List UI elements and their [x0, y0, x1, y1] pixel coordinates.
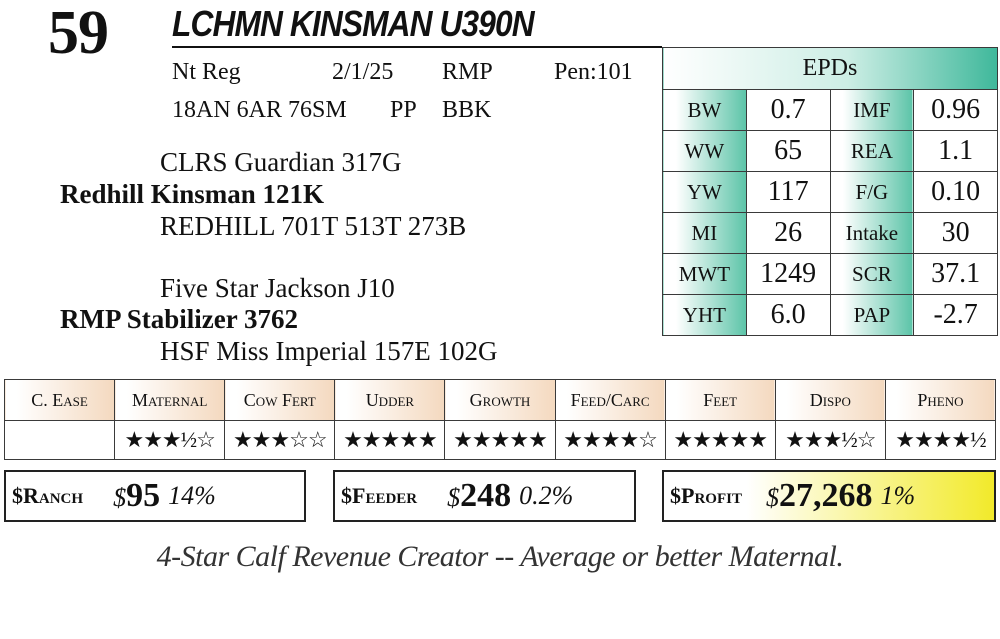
epd-row: WW 65 REA 1.1	[662, 130, 998, 172]
epd-label: WW	[662, 130, 747, 172]
epd-label: Intake	[829, 212, 915, 254]
trait-header: Udder	[334, 379, 446, 421]
epd-label: F/G	[829, 171, 915, 213]
ranch-label: $Ranch	[12, 483, 84, 508]
sire-dam: REDHILL 701T 513T 273B	[160, 211, 467, 241]
polled-status: PP	[390, 97, 417, 123]
birth-date: 2/1/25	[332, 59, 394, 85]
epd-row: MWT 1249 SCR 37.1	[662, 253, 998, 295]
profit-percentile: 1%	[880, 481, 916, 510]
color-code: BBK	[442, 97, 492, 123]
trait-header: Pheno	[884, 379, 997, 421]
trait-header: Feet	[664, 379, 776, 421]
epd-row: YW 117 F/G 0.10	[662, 171, 998, 213]
epd-table: EPDs BW 0.7 IMF 0.96 WW 65 REA 1.1 YW 11…	[662, 47, 998, 336]
star-rating: ★★★★★	[334, 420, 446, 460]
epd-label: YHT	[662, 294, 747, 336]
trait-header: Dispo	[774, 379, 886, 421]
epd-row: BW 0.7 IMF 0.96	[662, 89, 998, 131]
star-rating: ★★★★★	[664, 420, 776, 460]
epd-label: REA	[829, 130, 915, 172]
epd-label: YW	[662, 171, 747, 213]
epd-value: 6.0	[745, 294, 831, 336]
epd-value: 30	[913, 212, 998, 254]
epd-value: 37.1	[913, 253, 998, 295]
profit-label: $Profit	[670, 483, 742, 508]
tagline: 4-Star Calf Revenue Creator -- Average o…	[156, 540, 844, 573]
dam-dam: HSF Miss Imperial 157E 102G	[160, 336, 498, 366]
ranch-percentile: 14%	[168, 481, 216, 510]
breed-composition: 18AN 6AR 76SM	[172, 97, 347, 123]
star-rating: ★★★★½	[884, 420, 997, 460]
epd-row: YHT 6.0 PAP -2.7	[662, 294, 998, 336]
epd-row: MI 26 Intake 30	[662, 212, 998, 254]
epd-value: 0.10	[913, 171, 998, 213]
epd-value: 1.1	[913, 130, 998, 172]
trait-ratings-table: C. Ease Maternal Cow Fert Udder Growth F…	[3, 379, 997, 460]
epd-label: SCR	[829, 253, 915, 295]
epd-label: MWT	[662, 253, 747, 295]
star-rating: ★★★½☆	[774, 420, 886, 460]
epd-value: 65	[745, 130, 831, 172]
lot-number: 59	[48, 0, 109, 67]
epd-label: BW	[662, 89, 747, 131]
registration-status: Nt Reg	[172, 59, 241, 85]
feeder-amount: $248	[447, 477, 512, 514]
epd-title: EPDs	[662, 47, 998, 90]
star-rating	[3, 420, 116, 460]
feeder-percentile: 0.2%	[519, 481, 574, 510]
trait-header-row: C. Ease Maternal Cow Fert Udder Growth F…	[3, 379, 997, 421]
ranch-amount: $95	[113, 477, 161, 514]
profit-index-box: $Profit $27,268 1%	[662, 470, 996, 522]
trait-header: Maternal	[114, 379, 226, 421]
epd-value: 26	[745, 212, 831, 254]
trait-stars-row: ★★★½☆ ★★★☆☆ ★★★★★ ★★★★★ ★★★★☆ ★★★★★ ★★★½…	[3, 420, 997, 460]
trait-header: Feed/Carc	[554, 379, 666, 421]
trait-header: Growth	[444, 379, 556, 421]
feeder-label: $Feeder	[341, 483, 418, 508]
epd-label: MI	[662, 212, 747, 254]
epd-value: 0.7	[745, 89, 831, 131]
epd-label: IMF	[829, 89, 915, 131]
bull-name: LCHMN KINSMAN U390N	[172, 3, 535, 44]
sire: Redhill Kinsman 121K	[60, 179, 325, 209]
trait-header: Cow Fert	[224, 379, 336, 421]
header-rule	[172, 46, 662, 48]
ranch-index-box: $Ranch $95 14%	[4, 470, 306, 522]
trait-header: C. Ease	[3, 379, 116, 421]
star-rating: ★★★★★	[444, 420, 556, 460]
sire-sire: CLRS Guardian 317G	[160, 147, 402, 177]
feeder-index-box: $Feeder $248 0.2%	[333, 470, 636, 522]
epd-value: 1249	[745, 253, 831, 295]
dam-sire: Five Star Jackson J10	[160, 273, 395, 303]
breeder-code: RMP	[442, 59, 493, 85]
epd-value: -2.7	[913, 294, 998, 336]
star-rating: ★★★☆☆	[224, 420, 336, 460]
star-rating: ★★★★☆	[554, 420, 666, 460]
epd-value: 0.96	[913, 89, 998, 131]
star-rating: ★★★½☆	[114, 420, 226, 460]
dam: RMP Stabilizer 3762	[60, 304, 298, 334]
epd-value: 117	[745, 171, 831, 213]
pen-number: Pen:101	[554, 59, 633, 85]
profit-amount: $27,268	[765, 477, 873, 514]
epd-label: PAP	[829, 294, 915, 336]
